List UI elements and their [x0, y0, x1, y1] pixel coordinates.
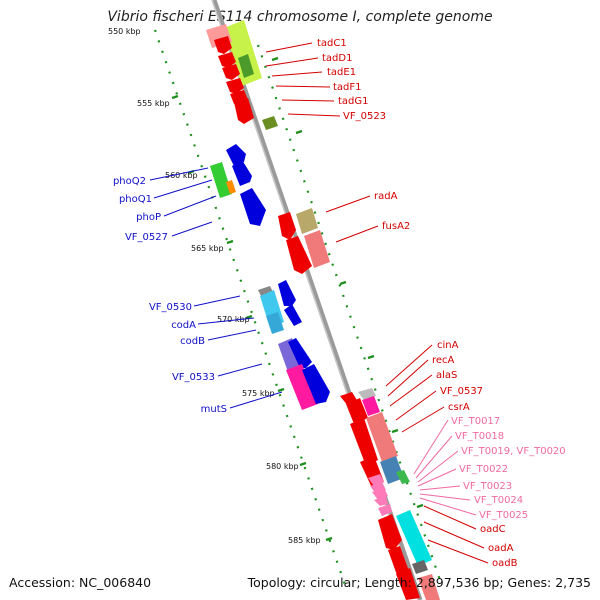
- trna-cluster: [368, 474, 392, 516]
- gene-label[interactable]: VF_0537: [440, 386, 483, 397]
- gene-label[interactable]: oadC: [480, 524, 506, 535]
- gene-cluster-oad: [378, 510, 440, 600]
- gene-label[interactable]: codB: [180, 336, 205, 347]
- gene-label[interactable]: tadC1: [317, 38, 347, 49]
- gene-label[interactable]: codA: [171, 320, 196, 331]
- axis-tick-label: 550 kbp: [108, 27, 141, 36]
- label-leaders-right: [265, 42, 489, 564]
- trna-label[interactable]: VF_T0025: [479, 510, 528, 521]
- gene-label[interactable]: phoQ1: [119, 194, 152, 205]
- gene-label[interactable]: VF_0527: [125, 232, 168, 243]
- accession-text: Accession: NC_006840: [9, 575, 152, 590]
- gene-label[interactable]: tadE1: [327, 67, 356, 78]
- axis-tick-label: 575 kbp: [242, 389, 275, 398]
- trna-label[interactable]: VF_T0017: [451, 416, 500, 427]
- gene-label[interactable]: VF_0523: [343, 111, 386, 122]
- gene-label[interactable]: recA: [432, 355, 455, 366]
- reverse-gene-arrows-top: [214, 36, 254, 124]
- gene-label[interactable]: VF_0533: [172, 372, 215, 383]
- gene-label[interactable]: phoQ2: [113, 176, 146, 187]
- trna-label[interactable]: VF_T0019, VF_T0020: [461, 446, 566, 457]
- gene-label[interactable]: radA: [374, 191, 398, 202]
- axis-tick-label: 555 kbp: [137, 99, 170, 108]
- gene-label[interactable]: oadA: [488, 543, 514, 554]
- gene-label[interactable]: phoP: [136, 212, 161, 223]
- gene-label[interactable]: fusA2: [382, 221, 410, 232]
- trna-label[interactable]: VF_T0022: [459, 464, 508, 475]
- gene-cluster-rec-ala: [340, 388, 410, 488]
- page-title: Vibrio fischeri ES114 chromosome I, comp…: [107, 9, 493, 25]
- gene-label[interactable]: alaS: [436, 370, 457, 381]
- gene-cluster-rad-fus: [278, 208, 330, 274]
- axis-tick-label: 560 kbp: [165, 171, 198, 180]
- label-leaders-left: [149, 167, 283, 409]
- gene-cluster-mutS: [278, 338, 330, 410]
- ruler-right: [256, 44, 442, 581]
- gene-cluster-pho: [210, 144, 266, 226]
- gene-label[interactable]: cinA: [437, 340, 459, 351]
- gene-label[interactable]: tadG1: [338, 96, 369, 107]
- trna-label[interactable]: VF_T0018: [455, 431, 504, 442]
- axis-tick-label: 585 kbp: [288, 536, 321, 545]
- gene-label[interactable]: VF_0530: [149, 302, 192, 313]
- gene-VF_0523: [262, 116, 278, 130]
- genome-summary-text: Topology: circular; Length: 2,897,536 bp…: [247, 575, 591, 590]
- gene-label[interactable]: oadB: [492, 558, 518, 569]
- label-leaders-pink: [413, 419, 477, 516]
- trna-label[interactable]: VF_T0024: [474, 495, 523, 506]
- axis-tick-label: 570 kbp: [217, 315, 250, 324]
- gene-label[interactable]: tadD1: [322, 53, 352, 64]
- gene-label[interactable]: mutS: [201, 404, 227, 415]
- axis-tick-label: 565 kbp: [191, 244, 224, 253]
- trna-label[interactable]: VF_T0023: [463, 481, 512, 492]
- gene-label[interactable]: tadF1: [333, 82, 362, 93]
- gene-cluster-cod: [258, 280, 302, 334]
- axis-tick-label: 580 kbp: [266, 462, 299, 471]
- gene-label[interactable]: csrA: [448, 402, 470, 413]
